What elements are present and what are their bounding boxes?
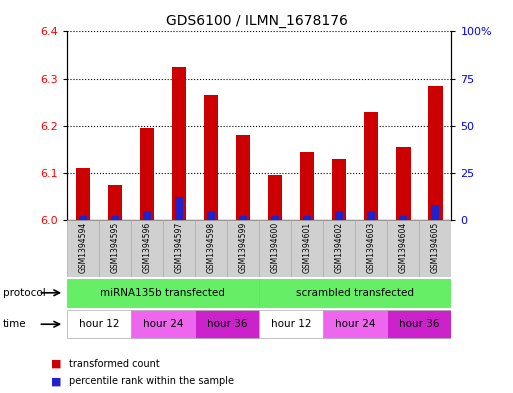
Bar	[111, 216, 119, 220]
Text: GSM1394599: GSM1394599	[239, 222, 248, 273]
Text: hour 24: hour 24	[143, 319, 183, 329]
Text: hour 12: hour 12	[271, 319, 311, 329]
Text: GSM1394594: GSM1394594	[78, 222, 87, 273]
Bar	[367, 211, 376, 220]
Text: miRNA135b transfected: miRNA135b transfected	[101, 288, 225, 298]
Text: scrambled transfected: scrambled transfected	[296, 288, 415, 298]
Bar	[172, 67, 186, 220]
Bar	[67, 310, 131, 338]
Text: GSM1394604: GSM1394604	[399, 222, 408, 273]
Bar	[323, 310, 387, 338]
Bar	[67, 220, 98, 277]
Bar	[259, 220, 291, 277]
Bar	[387, 310, 451, 338]
Bar	[195, 220, 227, 277]
Text: ■: ■	[51, 358, 62, 369]
Text: time: time	[3, 319, 26, 329]
Bar	[75, 168, 90, 220]
Bar	[271, 216, 279, 220]
Bar	[364, 112, 379, 220]
Text: GSM1394601: GSM1394601	[303, 222, 312, 273]
Bar	[131, 220, 163, 277]
Bar	[291, 220, 323, 277]
Text: protocol: protocol	[3, 288, 45, 298]
Bar	[236, 135, 250, 220]
Bar	[140, 128, 154, 220]
Bar	[323, 220, 355, 277]
Bar	[431, 205, 440, 220]
Text: GSM1394605: GSM1394605	[431, 222, 440, 273]
Bar	[396, 147, 410, 220]
Bar	[332, 159, 346, 220]
Text: hour 36: hour 36	[207, 319, 247, 329]
Text: hour 12: hour 12	[78, 319, 119, 329]
Bar	[259, 310, 323, 338]
Bar	[227, 220, 259, 277]
Text: ■: ■	[51, 376, 62, 386]
Text: hour 24: hour 24	[335, 319, 376, 329]
Text: GSM1394596: GSM1394596	[142, 222, 151, 273]
Text: transformed count: transformed count	[69, 358, 160, 369]
Bar	[143, 211, 151, 220]
Bar	[131, 310, 195, 338]
Bar	[98, 220, 131, 277]
Bar	[239, 216, 247, 220]
Text: GSM1394598: GSM1394598	[206, 222, 215, 273]
Text: GSM1394595: GSM1394595	[110, 222, 120, 273]
Bar	[108, 185, 122, 220]
Bar	[163, 220, 195, 277]
Bar	[300, 152, 314, 220]
Bar	[428, 86, 443, 220]
Text: GSM1394600: GSM1394600	[270, 222, 280, 273]
Bar	[175, 197, 183, 220]
Bar	[420, 220, 451, 277]
Bar	[335, 211, 343, 220]
Text: GSM1394597: GSM1394597	[174, 222, 184, 273]
Text: GDS6100 / ILMN_1678176: GDS6100 / ILMN_1678176	[166, 14, 347, 28]
Bar	[207, 211, 215, 220]
Text: GSM1394602: GSM1394602	[334, 222, 344, 273]
Text: hour 36: hour 36	[399, 319, 440, 329]
Bar	[387, 220, 420, 277]
Text: percentile rank within the sample: percentile rank within the sample	[69, 376, 234, 386]
Bar	[303, 216, 311, 220]
Bar	[355, 220, 387, 277]
Bar	[78, 216, 87, 220]
Bar	[399, 216, 407, 220]
Text: GSM1394603: GSM1394603	[367, 222, 376, 273]
Bar	[259, 279, 451, 307]
Bar	[195, 310, 259, 338]
Bar	[67, 279, 259, 307]
Bar	[268, 175, 282, 220]
Bar	[204, 95, 218, 220]
